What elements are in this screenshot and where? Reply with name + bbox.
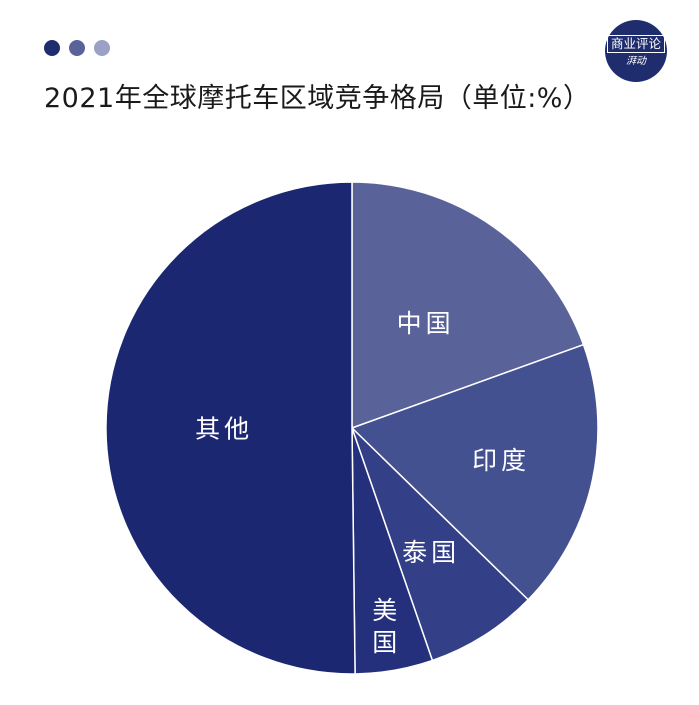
slice-label-4-line-2: 国 bbox=[372, 628, 401, 657]
dot-3 bbox=[94, 40, 110, 56]
slice-label-4-line-1: 美 bbox=[372, 596, 401, 625]
slice-label-1: 中国 bbox=[397, 309, 455, 338]
pie-slice-5 bbox=[105, 181, 356, 675]
slice-label-5: 其他 bbox=[195, 414, 253, 443]
slice-label-2: 印度 bbox=[472, 446, 530, 475]
brand-logo: 商业评论 湃动 bbox=[605, 20, 667, 82]
pie-slices bbox=[105, 181, 599, 675]
pie-slice-3 bbox=[351, 427, 530, 662]
header-dots bbox=[44, 40, 110, 56]
dot-1 bbox=[44, 40, 60, 56]
chart-title: 2021年全球摩托车区域竞争格局（单位:%） bbox=[44, 83, 591, 114]
logo-line-2: 湃动 bbox=[626, 56, 646, 67]
pie-slice-2 bbox=[350, 343, 599, 601]
dot-2 bbox=[69, 40, 85, 56]
logo-line-1: 商业评论 bbox=[606, 35, 665, 53]
pie-slice-1 bbox=[351, 181, 585, 430]
slice-label-3: 泰国 bbox=[402, 538, 460, 567]
